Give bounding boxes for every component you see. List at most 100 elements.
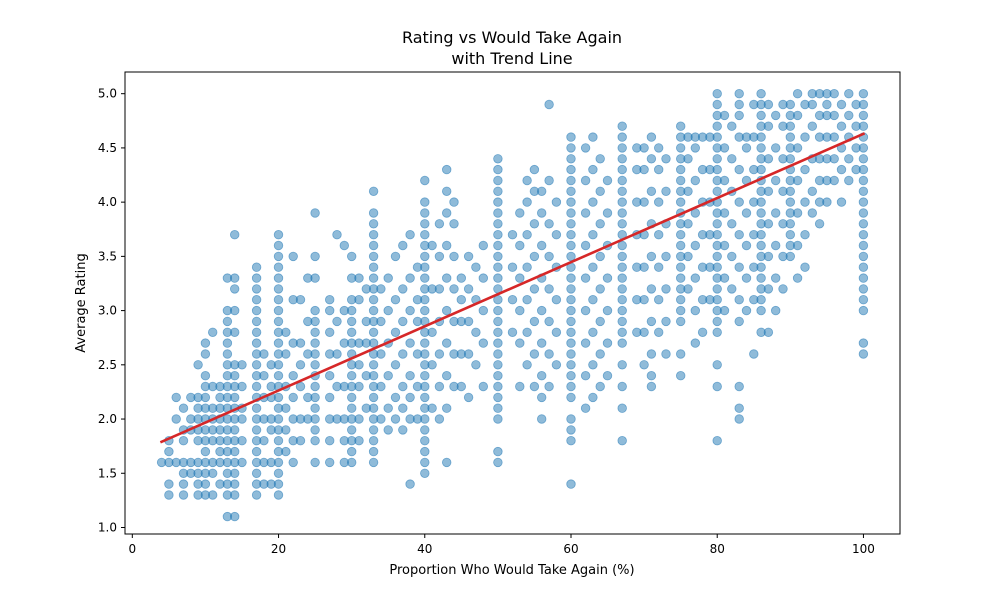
scatter-point	[463, 251, 474, 262]
scatter-point	[646, 251, 657, 262]
scatter-point	[507, 295, 518, 305]
scatter-point	[449, 197, 459, 207]
scatter-point	[332, 229, 342, 240]
scatter-point	[347, 392, 357, 403]
scatter-point	[807, 99, 818, 110]
scatter-point	[661, 154, 671, 164]
scatter-point	[676, 349, 686, 359]
scatter-point	[734, 262, 744, 272]
scatter-point	[259, 371, 269, 381]
scatter-point	[434, 284, 445, 294]
scatter-point	[676, 316, 686, 327]
scatter-point	[712, 436, 722, 446]
scatter-point	[544, 251, 554, 262]
x-tick-label: 80	[710, 542, 725, 556]
scatter-point	[763, 121, 774, 131]
scatter-point	[537, 186, 547, 197]
scatter-points	[156, 88, 869, 522]
scatter-point	[493, 186, 503, 197]
scatter-point	[493, 338, 503, 348]
scatter-point	[580, 338, 591, 348]
scatter-point	[566, 425, 576, 435]
scatter-point	[442, 338, 452, 348]
scatter-point	[522, 175, 532, 186]
scatter-point	[661, 316, 671, 327]
scatter-point	[273, 338, 284, 348]
scatter-point	[522, 295, 532, 305]
scatter-point	[273, 371, 284, 381]
scatter-point	[734, 164, 744, 175]
x-tick-label: 60	[563, 542, 578, 556]
scatter-point	[639, 295, 649, 305]
scatter-point	[281, 349, 291, 359]
scatter-point	[493, 197, 503, 207]
scatter-point	[332, 349, 342, 359]
scatter-point	[566, 305, 576, 316]
scatter-point	[712, 295, 722, 305]
scatter-point	[566, 186, 576, 197]
scatter-point	[273, 240, 284, 251]
scatter-point	[390, 392, 401, 403]
scatter-point	[792, 240, 803, 251]
scatter-point	[442, 273, 452, 283]
scatter-point	[207, 490, 218, 500]
scatter-point	[310, 457, 320, 468]
y-tick-label: 4.5	[98, 141, 117, 155]
scatter-point	[398, 403, 408, 413]
scatter-point	[829, 175, 839, 186]
scatter-point	[712, 121, 722, 131]
scatter-point	[222, 316, 233, 327]
scatter-point	[273, 436, 284, 446]
scatter-point	[507, 327, 518, 338]
scatter-point	[537, 208, 547, 218]
scatter-point	[354, 381, 364, 392]
y-tick-label: 3.0	[98, 304, 117, 318]
scatter-point	[273, 295, 284, 305]
scatter-point	[617, 262, 627, 272]
scatter-point	[756, 305, 766, 316]
scatter-point	[434, 219, 445, 229]
scatter-point	[544, 381, 554, 392]
scatter-point	[690, 338, 701, 348]
scatter-point	[566, 414, 576, 424]
scatter-point	[354, 436, 364, 446]
scatter-point	[763, 186, 774, 197]
scatter-point	[478, 381, 489, 392]
scatter-point	[493, 229, 503, 240]
scatter-point	[368, 327, 379, 338]
scatter-point	[719, 110, 730, 121]
scatter-point	[442, 186, 452, 197]
scatter-point	[858, 338, 869, 348]
scatter-point	[281, 327, 291, 338]
scatter-point	[741, 143, 752, 153]
scatter-point	[602, 273, 613, 283]
scatter-point	[566, 273, 576, 283]
scatter-point	[251, 490, 262, 500]
scatter-point	[712, 262, 722, 272]
scatter-point	[251, 327, 262, 338]
scatter-point	[200, 371, 211, 381]
scatter-point	[844, 110, 854, 121]
scatter-point	[347, 425, 357, 435]
x-tick-label: 100	[852, 542, 875, 556]
scatter-point	[858, 219, 869, 229]
scatter-point	[617, 132, 627, 142]
scatter-point	[734, 110, 744, 121]
scatter-point	[368, 457, 379, 468]
scatter-point	[273, 360, 284, 370]
scatter-point	[551, 197, 562, 207]
scatter-point	[434, 349, 445, 359]
scatter-point	[617, 284, 627, 294]
scatter-point	[332, 316, 342, 327]
scatter-point	[580, 371, 591, 381]
scatter-point	[697, 327, 708, 338]
scatter-point	[288, 251, 298, 262]
scatter-point	[222, 349, 233, 359]
scatter-point	[829, 110, 839, 121]
scatter-point	[756, 208, 766, 218]
scatter-point	[588, 295, 598, 305]
scatter-point	[463, 392, 474, 403]
scatter-point	[676, 262, 686, 272]
scatter-point	[602, 305, 613, 316]
